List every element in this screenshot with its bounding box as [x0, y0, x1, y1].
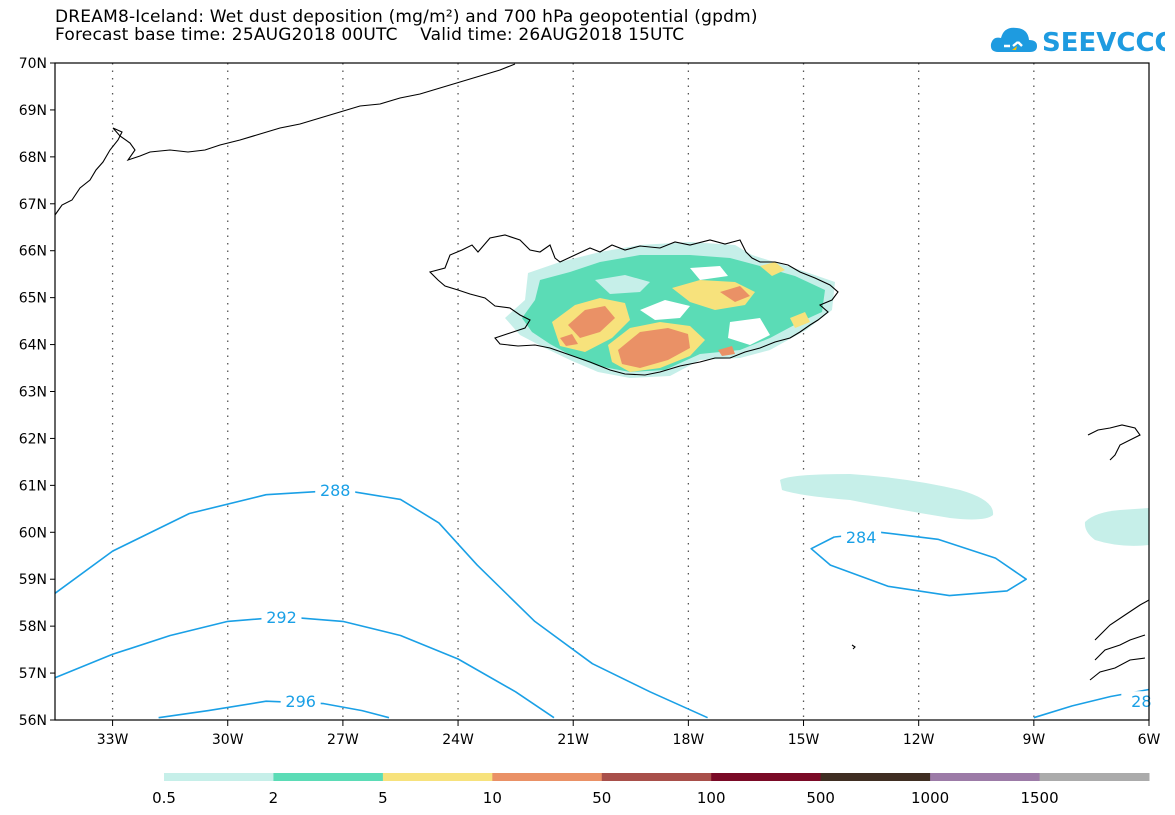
- lon-tick-label: 15W: [788, 732, 820, 748]
- dust-gap-west: [595, 275, 650, 294]
- lon-tick-label: 6W: [1138, 732, 1161, 748]
- lat-tick-label: 56N: [19, 713, 47, 729]
- geopotential-contours: 288 292 296 284 28: [54, 480, 1162, 719]
- lon-tick-label: 30W: [212, 732, 244, 748]
- contour-label-bg: [1121, 691, 1162, 712]
- map-subtitle: Forecast base time: 25AUG2018 00UTC Vali…: [55, 25, 685, 45]
- dust-level-0.5-east: [1084, 508, 1149, 546]
- contour-292: [54, 615, 555, 719]
- lat-tick-label: 64N: [19, 338, 47, 354]
- lon-tick-label: 12W: [903, 732, 935, 748]
- map-title: DREAM8-Iceland: Wet dust deposition (mg/…: [55, 7, 758, 27]
- dust-level-10-se: [718, 346, 735, 356]
- dust-level-5-east: [790, 312, 810, 328]
- legend-swatch: [382, 773, 493, 781]
- legend-swatch: [492, 773, 603, 781]
- lon-tick-label: 27W: [327, 732, 359, 748]
- dust-level-10-south: [618, 328, 690, 368]
- color-legend: 0.5 2 5 10 50 100 500 1000 1500: [152, 773, 1150, 807]
- lon-tick-label: 21W: [557, 732, 589, 748]
- legend-label: 500: [806, 789, 835, 807]
- contour-label-bg: [261, 606, 302, 627]
- legend-swatch: [273, 773, 384, 781]
- lat-tick-label: 68N: [19, 150, 47, 166]
- legend-label: 10: [483, 789, 502, 807]
- greenland-coast: [54, 63, 516, 216]
- dust-level-10-west: [560, 334, 578, 346]
- lat-tick-label: 57N: [19, 666, 47, 682]
- legend-swatch: [1039, 773, 1150, 781]
- legend-label: 5: [378, 789, 388, 807]
- lat-tick-label: 59N: [19, 572, 47, 588]
- dust-gap-center: [640, 300, 690, 320]
- lat-tick-label: 61N: [19, 478, 47, 494]
- dust-gap-north: [690, 266, 728, 280]
- contour-label: 28: [1131, 692, 1151, 711]
- shetland-coast: [1087, 424, 1141, 461]
- lat-tick-label: 70N: [19, 56, 47, 72]
- lat-tick-label: 63N: [19, 385, 47, 401]
- legend-swatch: [820, 773, 931, 781]
- contour-284: [810, 531, 1027, 597]
- contour-label: 284: [846, 528, 877, 547]
- lon-tick-label: 18W: [673, 732, 705, 748]
- axis-labels: 33W 30W 27W 24W 21W 18W 15W 12W 9W 6W 70N 69N 68N 67N…: [19, 56, 1161, 748]
- contour-296: [158, 700, 390, 719]
- legend-label: 2: [269, 789, 279, 807]
- lon-tick-label: 33W: [97, 732, 129, 748]
- legend-label: 100: [697, 789, 726, 807]
- legend-label: 1500: [1020, 789, 1058, 807]
- coastlines: [54, 63, 1150, 681]
- dust-gap-east: [728, 318, 770, 345]
- contour-label-bg: [841, 526, 882, 547]
- lat-tick-label: 65N: [19, 291, 47, 307]
- scotland-coast: [1089, 599, 1150, 681]
- lon-tick-label: 9W: [1022, 732, 1045, 748]
- contour-label-bg: [280, 691, 321, 712]
- iceland-coast: [428, 234, 839, 376]
- dust-level-10-ne: [720, 286, 750, 302]
- cloud-icon: [990, 27, 1037, 52]
- lon-tick-label: 24W: [442, 732, 474, 748]
- contour-label: 288: [320, 481, 351, 500]
- legend-swatch: [711, 773, 822, 781]
- logo-text: SEEVCCC: [1042, 28, 1165, 58]
- lat-tick-label: 60N: [19, 525, 47, 541]
- contour-label: 292: [266, 608, 297, 627]
- contour-label: 296: [285, 692, 316, 711]
- legend-label: 0.5: [152, 789, 176, 807]
- legend-swatch: [601, 773, 712, 781]
- lat-tick-label: 62N: [19, 431, 47, 447]
- seevccc-logo: SEEVCCC: [990, 27, 1165, 58]
- legend-label: 50: [592, 789, 611, 807]
- legend-swatch: [164, 773, 274, 781]
- dust-level-5-ne: [672, 280, 755, 310]
- gridlines: [111, 63, 1035, 720]
- lat-tick-label: 66N: [19, 244, 47, 260]
- lat-tick-label: 69N: [19, 103, 47, 119]
- lat-tick-label: 67N: [19, 197, 47, 213]
- lat-tick-label: 58N: [19, 619, 47, 635]
- dust-level-0.5-faroes: [780, 474, 994, 520]
- dust-level-5-north: [760, 262, 785, 276]
- dust-level-10-sw: [568, 306, 615, 338]
- legend-label: 1000: [911, 789, 949, 807]
- contour-288: [54, 489, 708, 719]
- faroe-islands: [851, 644, 856, 650]
- dust-deposition-field: [505, 242, 1149, 546]
- contour-label-bg: [315, 480, 356, 501]
- legend-swatch: [930, 773, 1041, 781]
